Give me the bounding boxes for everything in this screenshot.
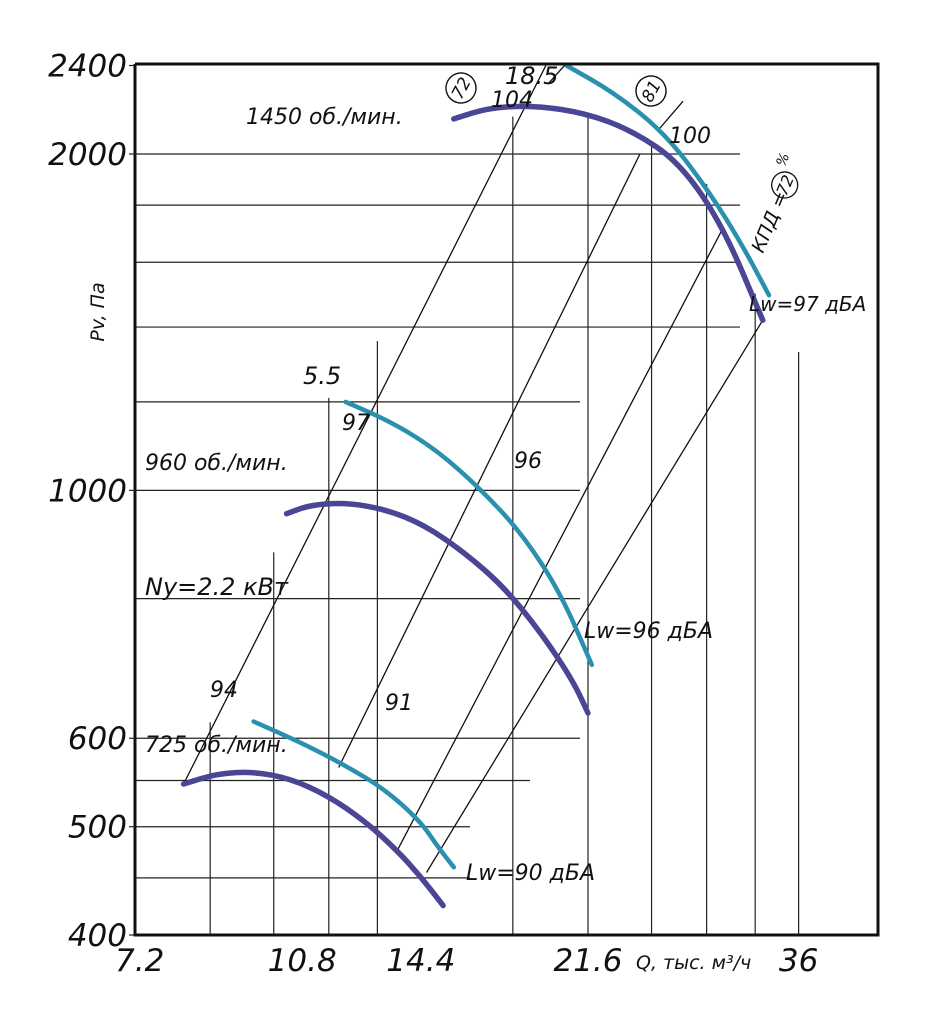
efficiency-marker-72: 72 xyxy=(445,72,477,104)
y-axis-label: Pv, Па xyxy=(87,282,109,341)
efficiency-circle xyxy=(635,75,667,107)
efficiency-line xyxy=(338,153,641,768)
y-tick-label: 2400 xyxy=(48,49,127,85)
efficiency-marker-81: 81 xyxy=(635,75,667,107)
efficiency-note-unit: % xyxy=(773,151,793,170)
efficiency-note-circle xyxy=(771,171,799,199)
sound-label-725: Lw=90 дБА xyxy=(466,861,595,886)
x-tick-label: 36 xyxy=(779,943,818,979)
power-curve-2 xyxy=(343,399,595,668)
efficiency-line xyxy=(182,65,547,785)
curve-number-label: 100 xyxy=(669,124,711,149)
curve-number-label: 97 xyxy=(342,411,370,436)
power-label-1450: 18.5 xyxy=(505,62,558,90)
efficiency-circle xyxy=(445,72,477,104)
y-tick-label: 600 xyxy=(68,721,127,757)
y-tick-label: 2000 xyxy=(48,137,127,173)
x-tick-label: 21.6 xyxy=(553,943,622,979)
power-label-960: 5.5 xyxy=(303,362,341,390)
y-tick-label: 400 xyxy=(68,918,127,954)
pressure-curve-2 xyxy=(283,500,591,716)
power-curve-3 xyxy=(564,63,772,298)
y-tick-label: 500 xyxy=(68,810,127,846)
speed-label-1450: 1450 об./мин. xyxy=(246,105,403,130)
x-tick-label: 14.4 xyxy=(386,943,455,979)
efficiency-line xyxy=(396,226,725,851)
efficiency-line xyxy=(547,65,565,85)
curve-number-label: 104 xyxy=(491,88,533,113)
speed-label-960: 960 об./мин. xyxy=(145,451,288,476)
efficiency-note: КПД =72% xyxy=(747,151,799,256)
x-axis-label: Q, тыс. м³/ч xyxy=(636,952,751,974)
sound-label-1450: Lw=97 дБА xyxy=(749,292,866,316)
speed-label-725: 725 об./мин. xyxy=(145,733,288,758)
sound-label-960: Lw=96 дБА xyxy=(584,619,713,644)
curve-number-label: 91 xyxy=(385,691,413,716)
x-tick-label: 7.2 xyxy=(115,943,164,979)
curve-number-label: 96 xyxy=(514,449,542,474)
pressure-curve-1 xyxy=(180,769,446,909)
pressure-curve-3 xyxy=(451,103,766,323)
efficiency-line xyxy=(657,100,684,131)
efficiency-line xyxy=(425,319,764,873)
plot-frame xyxy=(133,62,880,937)
y-tick-label: 1000 xyxy=(48,473,127,509)
power-label-725: Ny=2.2 кВт xyxy=(145,573,289,601)
x-tick-label: 10.8 xyxy=(268,943,337,979)
power-curve-1 xyxy=(251,719,457,870)
curve-number-label: 94 xyxy=(210,678,238,703)
